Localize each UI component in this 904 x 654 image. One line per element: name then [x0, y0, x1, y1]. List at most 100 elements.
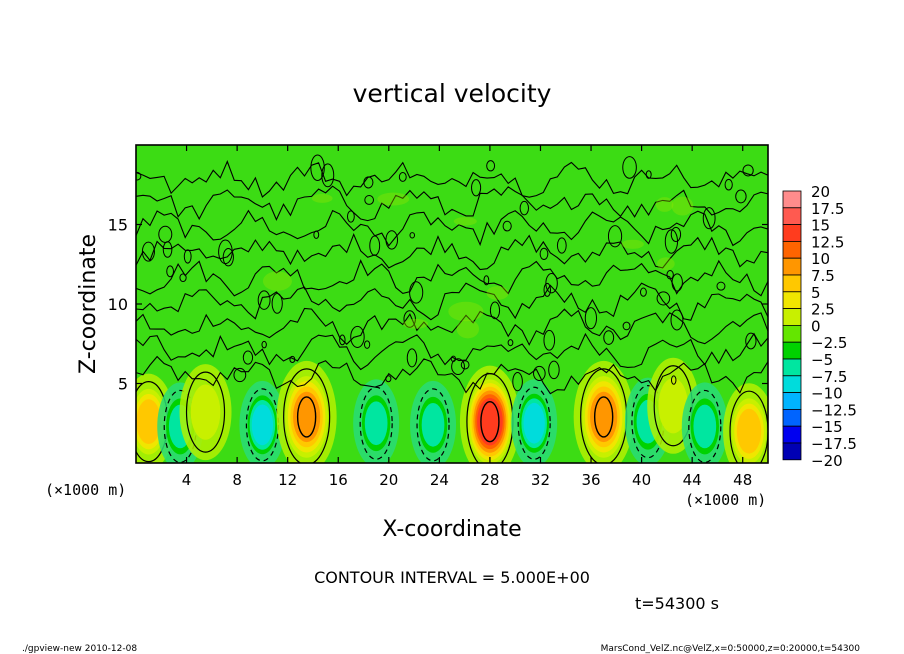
noise-blob [543, 282, 552, 297]
colorbar-label: −12.5 [811, 401, 857, 419]
noise-blob [670, 226, 682, 242]
downdraft-contour [416, 388, 450, 462]
x-axis-label: X-coordinate [382, 517, 521, 542]
noise-blob [242, 350, 254, 365]
colorbar-label: −2.5 [811, 334, 847, 352]
updraft-contour [185, 371, 226, 453]
noise-blob [489, 301, 501, 320]
y-axis: 5 10 15 [108, 216, 768, 394]
noise-blob [539, 247, 549, 261]
noise-contour [136, 209, 768, 247]
noise-patch [671, 196, 694, 216]
noise-contour [136, 355, 768, 395]
noise-contour [136, 185, 768, 222]
y-tick-label: 5 [118, 375, 128, 394]
colorbar-box [782, 291, 802, 309]
noise-blob [716, 281, 726, 291]
x-axis: 4 8 12 16 20 24 28 32 36 40 44 48 [182, 145, 752, 489]
y-tick-label: 15 [108, 216, 128, 235]
colorbar-label: 5 [811, 284, 821, 302]
noise-contour [136, 282, 768, 321]
chart-title: vertical velocity [353, 79, 552, 108]
colorbar-box [782, 341, 802, 360]
colorbar-box [782, 324, 802, 343]
colorbar-box [782, 257, 802, 276]
colorbar-label: −7.5 [811, 368, 847, 386]
noise-blob [671, 375, 677, 385]
contour-interval-label: CONTOUR INTERVAL = 5.000E+00 [314, 568, 590, 587]
noise-blob [512, 371, 523, 392]
noise-blob [670, 309, 684, 331]
noise-blob [310, 154, 325, 182]
updraft-level [190, 384, 221, 440]
noise-blob [622, 156, 637, 179]
y-axis-label: Z-coordinate [76, 234, 101, 374]
noise-blob [556, 237, 567, 254]
noise-blob [136, 171, 142, 181]
updraft-contour [729, 390, 768, 463]
downdraft-level [523, 402, 545, 444]
noise-blob [398, 171, 407, 182]
noise-contour [136, 160, 768, 198]
noise-blob [346, 210, 355, 223]
noise-blob [183, 249, 192, 264]
noise-blob [656, 291, 671, 306]
colorbar: 2017.51512.5107.552.50−2.5−5−7.5−10−12.5… [782, 183, 857, 470]
noise-blob [742, 164, 754, 177]
noise-blob [271, 293, 283, 314]
colorbar-box [782, 358, 802, 377]
noise-blob [451, 358, 465, 376]
noise-blob [584, 307, 598, 330]
noise-contour [136, 259, 768, 297]
downdraft-level [251, 404, 274, 446]
updraft-level [736, 408, 762, 454]
noise-blob [460, 360, 470, 370]
noise-blob [519, 200, 530, 216]
noise-blob [385, 375, 392, 383]
noise-contour [136, 307, 768, 346]
x-tick-label: 40 [632, 471, 651, 489]
x-tick-label: 16 [329, 471, 348, 489]
noise-blob [543, 329, 556, 351]
x-tick-label: 4 [182, 471, 192, 489]
upper-contours [136, 154, 768, 395]
noise-blob [603, 330, 615, 345]
updraft-level [477, 397, 503, 446]
noise-blob [548, 360, 560, 380]
noise-blob [702, 207, 716, 230]
downdraft-level [364, 401, 388, 446]
noise-blob [483, 275, 490, 286]
noise-patch [403, 318, 429, 329]
noise-blob [545, 273, 558, 294]
colorbar-box [782, 207, 802, 226]
noise-blob [409, 232, 416, 239]
noise-blob [233, 367, 247, 383]
x-tick-label: 8 [232, 471, 242, 489]
noise-contour [136, 232, 768, 271]
updraft-contour-inner [593, 396, 614, 438]
noise-blob [403, 310, 416, 328]
downdraft-level [693, 404, 717, 449]
colorbar-label: −10 [811, 385, 843, 403]
x-tick-label: 20 [379, 471, 398, 489]
noise-blob [666, 270, 674, 280]
noise-blob [486, 160, 496, 172]
noise-blob [339, 334, 346, 346]
noise-blob [533, 365, 546, 381]
x-tick-label: 28 [480, 471, 499, 489]
noise-blob [502, 220, 512, 232]
velocity-field [136, 357, 768, 463]
noise-blob [166, 265, 174, 278]
colorbar-box [782, 408, 802, 427]
colorbar-label: −17.5 [811, 435, 857, 453]
x-units-right: (×1000 m) [685, 491, 766, 509]
colorbar-label: 12.5 [811, 233, 844, 251]
noise-blob [471, 179, 482, 197]
colorbar-box [782, 190, 802, 209]
footer-right: MarsCond_VelZ.nc@VelZ,x=0:50000,z=0:2000… [601, 644, 861, 654]
x-tick-label: 48 [733, 471, 752, 489]
updraft-contour [283, 368, 331, 463]
colorbar-box [782, 425, 802, 444]
noise-blob [735, 189, 747, 204]
noise-blob [671, 273, 683, 292]
